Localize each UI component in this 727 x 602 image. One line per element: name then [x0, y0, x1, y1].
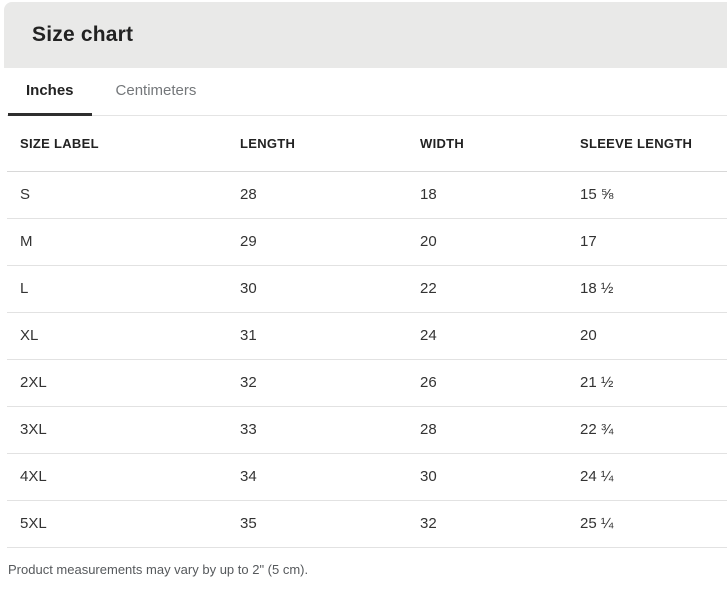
cell-length: 34 [240, 453, 420, 501]
table-row: XL 31 24 20 [7, 312, 727, 360]
table-header-row: SIZE LABEL LENGTH WIDTH SLEEVE LENGTH [7, 116, 727, 172]
cell-width: 30 [420, 453, 580, 501]
cell-size: 3XL [7, 406, 240, 454]
unit-tabs: Inches Centimeters [7, 68, 727, 116]
cell-length: 31 [240, 312, 420, 360]
cell-width: 22 [420, 265, 580, 313]
table-row: 3XL 33 28 22 ¾ [7, 406, 727, 454]
cell-sleeve: 25 ¼ [580, 500, 727, 548]
size-chart-header: Size chart [4, 2, 727, 68]
cell-size: XL [7, 312, 240, 360]
cell-sleeve: 21 ½ [580, 359, 727, 407]
table-row: S 28 18 15 ⅝ [7, 171, 727, 219]
cell-sleeve: 22 ¾ [580, 406, 727, 454]
table-row: 2XL 32 26 21 ½ [7, 359, 727, 407]
size-chart-body: Inches Centimeters SIZE LABEL LENGTH WID… [7, 68, 727, 577]
cell-length: 32 [240, 359, 420, 407]
table-row: 4XL 34 30 24 ¼ [7, 453, 727, 501]
column-header-width: WIDTH [420, 116, 580, 172]
cell-length: 30 [240, 265, 420, 313]
cell-length: 29 [240, 218, 420, 266]
cell-length: 33 [240, 406, 420, 454]
cell-width: 26 [420, 359, 580, 407]
column-header-size-label: SIZE LABEL [7, 116, 240, 172]
cell-width: 24 [420, 312, 580, 360]
table-row: M 29 20 17 [7, 218, 727, 266]
tab-centimeters-label: Centimeters [115, 82, 197, 99]
cell-width: 28 [420, 406, 580, 454]
size-table: SIZE LABEL LENGTH WIDTH SLEEVE LENGTH S … [7, 116, 727, 548]
cell-sleeve: 15 ⅝ [580, 171, 727, 219]
tab-centimeters[interactable]: Centimeters [98, 68, 215, 116]
page-title: Size chart [32, 23, 134, 46]
cell-width: 32 [420, 500, 580, 548]
column-header-sleeve-length: SLEEVE LENGTH [580, 116, 727, 172]
cell-width: 20 [420, 218, 580, 266]
cell-length: 35 [240, 500, 420, 548]
cell-width: 18 [420, 171, 580, 219]
tab-inches[interactable]: Inches [8, 68, 92, 116]
table-row: 5XL 35 32 25 ¼ [7, 500, 727, 548]
cell-sleeve: 20 [580, 312, 727, 360]
cell-size: 2XL [7, 359, 240, 407]
cell-size: 5XL [7, 500, 240, 548]
column-header-length: LENGTH [240, 116, 420, 172]
tab-inches-label: Inches [26, 82, 74, 99]
cell-sleeve: 18 ½ [580, 265, 727, 313]
cell-length: 28 [240, 171, 420, 219]
cell-size: 4XL [7, 453, 240, 501]
cell-size: M [7, 218, 240, 266]
cell-sleeve: 24 ¼ [580, 453, 727, 501]
cell-sleeve: 17 [580, 218, 727, 266]
cell-size: S [7, 171, 240, 219]
cell-size: L [7, 265, 240, 313]
measurement-disclaimer: Product measurements may vary by up to 2… [8, 561, 309, 577]
table-row: L 30 22 18 ½ [7, 265, 727, 313]
